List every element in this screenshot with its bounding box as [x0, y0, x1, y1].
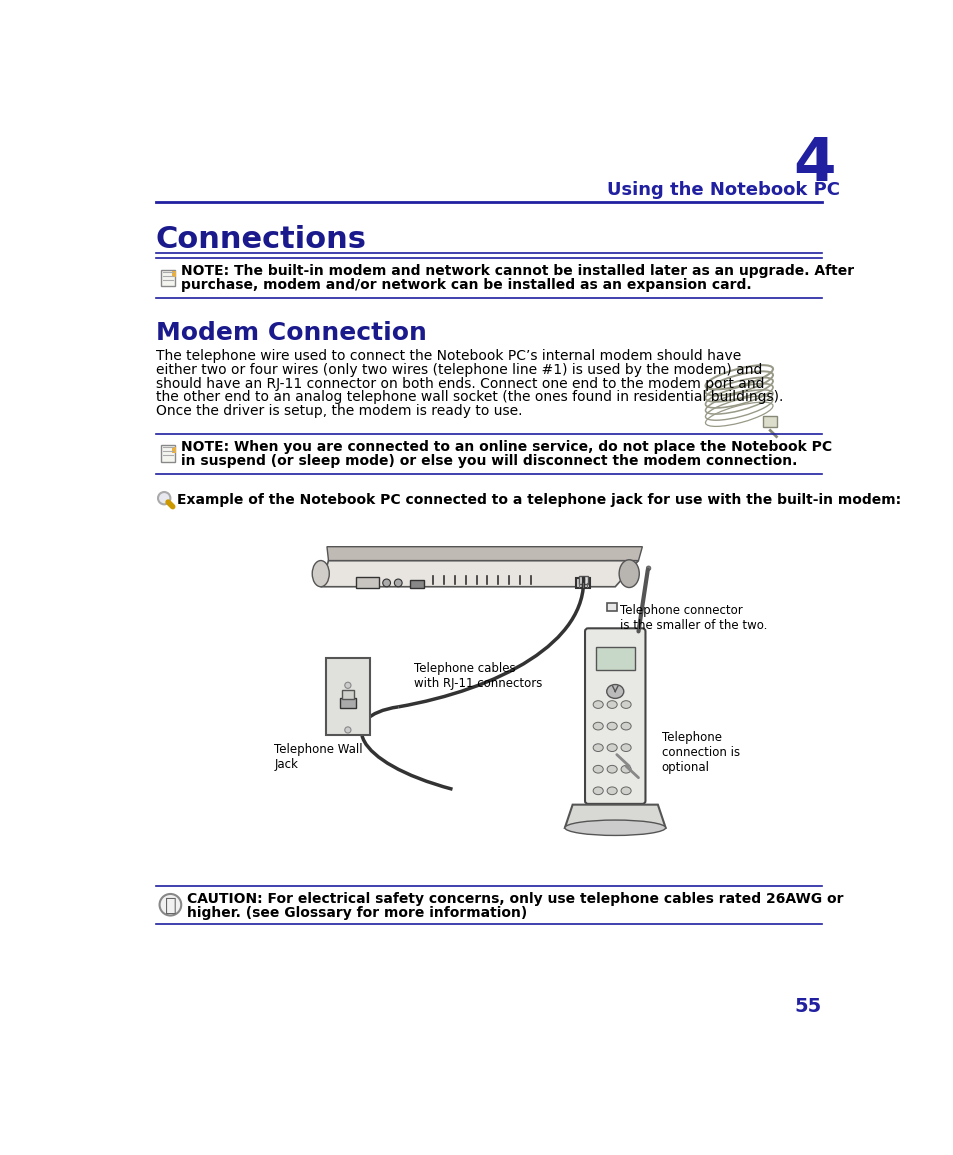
Text: NOTE: The built-in modem and network cannot be installed later as an upgrade. Af: NOTE: The built-in modem and network can… [181, 264, 854, 278]
Text: Once the driver is setup, the modem is ready to use.: Once the driver is setup, the modem is r… [155, 404, 521, 418]
Text: CAUTION: For electrical safety concerns, only use telephone cables rated 26AWG o: CAUTION: For electrical safety concerns,… [187, 892, 843, 906]
Circle shape [344, 726, 351, 733]
Polygon shape [327, 546, 641, 560]
FancyBboxPatch shape [172, 447, 175, 453]
FancyBboxPatch shape [341, 690, 354, 699]
Text: Telephone cables
with RJ-11 connectors: Telephone cables with RJ-11 connectors [414, 662, 541, 691]
Ellipse shape [312, 560, 329, 587]
Polygon shape [320, 560, 638, 587]
FancyBboxPatch shape [596, 647, 634, 670]
FancyBboxPatch shape [161, 445, 174, 462]
FancyBboxPatch shape [578, 576, 587, 583]
Text: Telephone Wall
Jack: Telephone Wall Jack [274, 743, 362, 772]
Circle shape [394, 579, 402, 587]
FancyBboxPatch shape [410, 580, 423, 588]
Text: Modem Connection: Modem Connection [155, 321, 426, 345]
Text: Using the Notebook PC: Using the Notebook PC [607, 181, 840, 199]
FancyBboxPatch shape [355, 576, 378, 588]
Text: the other end to an analog telephone wall socket (the ones found in residential : the other end to an analog telephone wal… [155, 390, 782, 404]
Text: purchase, modem and/or network can be installed as an expansion card.: purchase, modem and/or network can be in… [181, 278, 751, 292]
Ellipse shape [620, 701, 631, 708]
FancyBboxPatch shape [340, 698, 355, 708]
Text: higher. (see Glossary for more information): higher. (see Glossary for more informati… [187, 906, 527, 919]
Circle shape [158, 492, 171, 505]
Text: Telephone
connection is
optional: Telephone connection is optional [661, 731, 740, 775]
Text: Connections: Connections [155, 225, 366, 254]
Text: 55: 55 [794, 997, 821, 1016]
Text: either two or four wires (only two wires (telephone line #1) is used by the mode: either two or four wires (only two wires… [155, 363, 761, 377]
Ellipse shape [593, 766, 602, 773]
Circle shape [645, 566, 650, 571]
Ellipse shape [606, 722, 617, 730]
Text: Telephone connector
is the smaller of the two.: Telephone connector is the smaller of th… [619, 604, 766, 633]
Ellipse shape [564, 820, 665, 835]
Circle shape [159, 894, 181, 916]
Ellipse shape [606, 685, 623, 699]
FancyBboxPatch shape [161, 269, 174, 286]
Circle shape [344, 683, 351, 688]
Text: 4: 4 [793, 135, 835, 194]
Ellipse shape [593, 787, 602, 795]
FancyBboxPatch shape [584, 628, 645, 804]
Text: The telephone wire used to connect the Notebook PC’s internal modem should have: The telephone wire used to connect the N… [155, 349, 740, 363]
Ellipse shape [620, 766, 631, 773]
Ellipse shape [618, 560, 639, 588]
FancyBboxPatch shape [576, 578, 590, 588]
Text: ✋: ✋ [164, 896, 176, 915]
Text: in suspend (or sleep mode) or else you will disconnect the modem connection.: in suspend (or sleep mode) or else you w… [181, 454, 797, 468]
Ellipse shape [620, 787, 631, 795]
Ellipse shape [620, 744, 631, 752]
Ellipse shape [593, 744, 602, 752]
Ellipse shape [606, 744, 617, 752]
Ellipse shape [606, 766, 617, 773]
FancyBboxPatch shape [607, 603, 617, 611]
Text: NOTE: When you are connected to an online service, do not place the Notebook PC: NOTE: When you are connected to an onlin… [181, 440, 832, 454]
Ellipse shape [593, 722, 602, 730]
Ellipse shape [606, 787, 617, 795]
Ellipse shape [593, 701, 602, 708]
FancyBboxPatch shape [762, 416, 777, 426]
Circle shape [382, 579, 390, 587]
FancyBboxPatch shape [172, 271, 175, 277]
Ellipse shape [606, 701, 617, 708]
Text: Example of the Notebook PC connected to a telephone jack for use with the built-: Example of the Notebook PC connected to … [177, 493, 901, 507]
Text: should have an RJ-11 connector on both ends. Connect one end to the modem port a: should have an RJ-11 connector on both e… [155, 377, 763, 390]
FancyBboxPatch shape [326, 658, 369, 736]
Polygon shape [564, 805, 665, 828]
Ellipse shape [620, 722, 631, 730]
